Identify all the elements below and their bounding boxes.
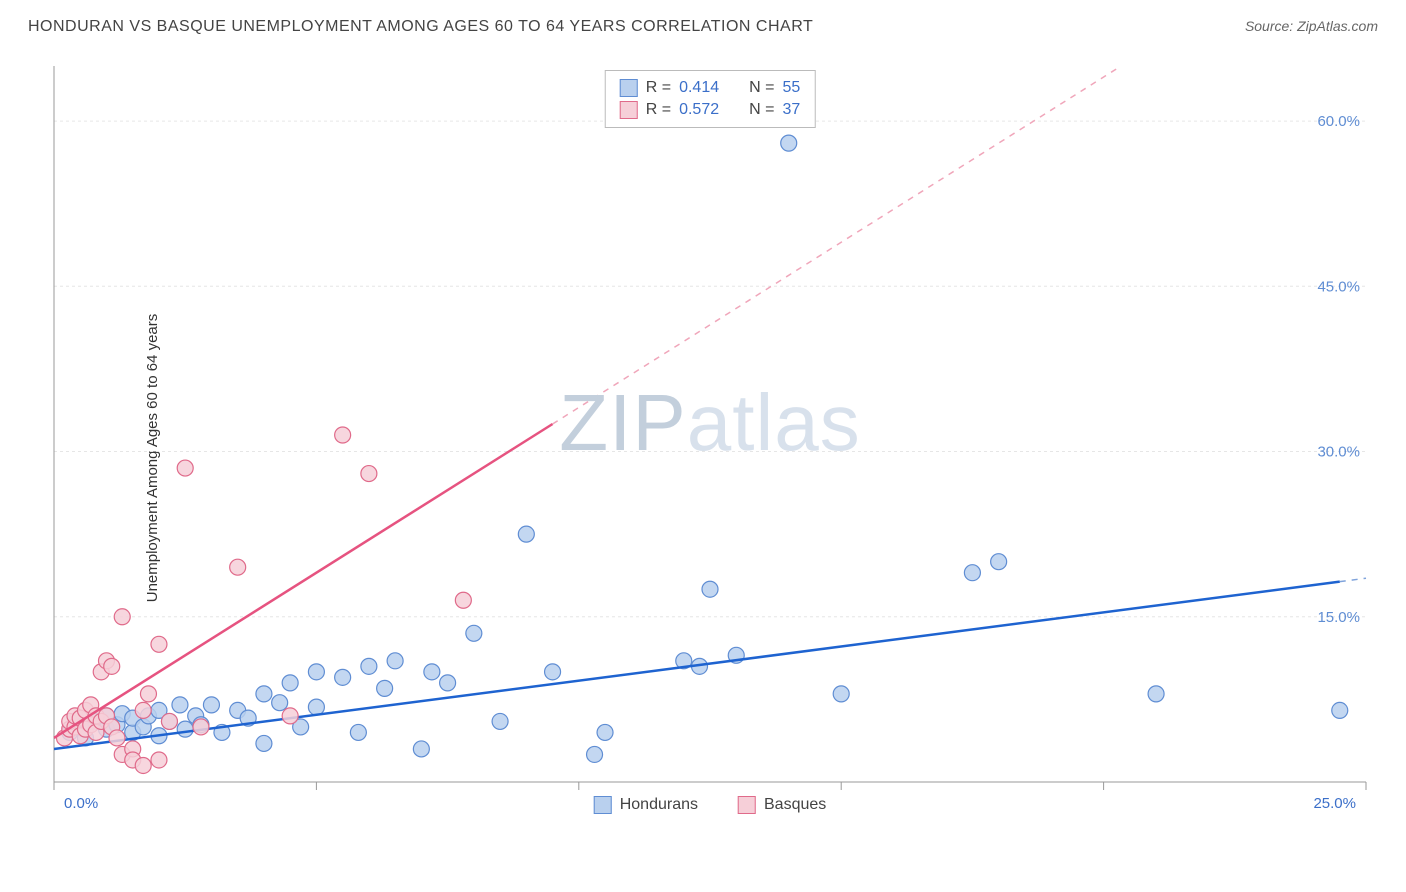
correlation-stats-box: R = 0.414 N = 55 R = 0.572 N = 37 — [605, 70, 816, 128]
watermark-atlas: atlas — [687, 378, 861, 467]
svg-text:60.0%: 60.0% — [1317, 113, 1360, 130]
legend-swatch-basques-icon — [738, 796, 756, 814]
legend-swatch-basques — [620, 101, 638, 119]
legend-swatch-hondurans — [620, 79, 638, 97]
n-label: N = — [749, 79, 774, 97]
plot-area: 15.0% 30.0% 45.0% 60.0% 0.0% 25.0% ZIPatlas R… — [50, 58, 1370, 818]
r-value-hondurans: 0.414 — [679, 79, 719, 97]
legend-swatch-hondurans-icon — [594, 796, 612, 814]
r-value-basques: 0.572 — [679, 101, 719, 119]
legend-bottom: Hondurans Basques — [594, 796, 827, 814]
stats-row-hondurans: R = 0.414 N = 55 — [620, 77, 801, 99]
legend-label-hondurans: Hondurans — [620, 796, 698, 814]
n-label: N = — [749, 101, 774, 119]
chart-title: HONDURAN VS BASQUE UNEMPLOYMENT AMONG AG… — [28, 18, 813, 36]
watermark: ZIPatlas — [559, 377, 860, 469]
r-label: R = — [646, 101, 671, 119]
r-label: R = — [646, 79, 671, 97]
svg-text:15.0%: 15.0% — [1317, 609, 1360, 626]
legend-item-hondurans: Hondurans — [594, 796, 698, 814]
svg-text:25.0%: 25.0% — [1313, 795, 1356, 812]
legend-label-basques: Basques — [764, 796, 826, 814]
chart-container: Unemployment Among Ages 60 to 64 years 1… — [0, 48, 1406, 868]
watermark-zip: ZIP — [559, 378, 686, 467]
n-value-basques: 37 — [782, 101, 800, 119]
svg-text:45.0%: 45.0% — [1317, 278, 1360, 295]
svg-text:30.0%: 30.0% — [1317, 444, 1360, 461]
legend-item-basques: Basques — [738, 796, 826, 814]
stats-row-basques: R = 0.572 N = 37 — [620, 99, 801, 121]
source-label: Source: ZipAtlas.com — [1245, 18, 1378, 34]
n-value-hondurans: 55 — [782, 79, 800, 97]
svg-text:0.0%: 0.0% — [64, 795, 98, 812]
